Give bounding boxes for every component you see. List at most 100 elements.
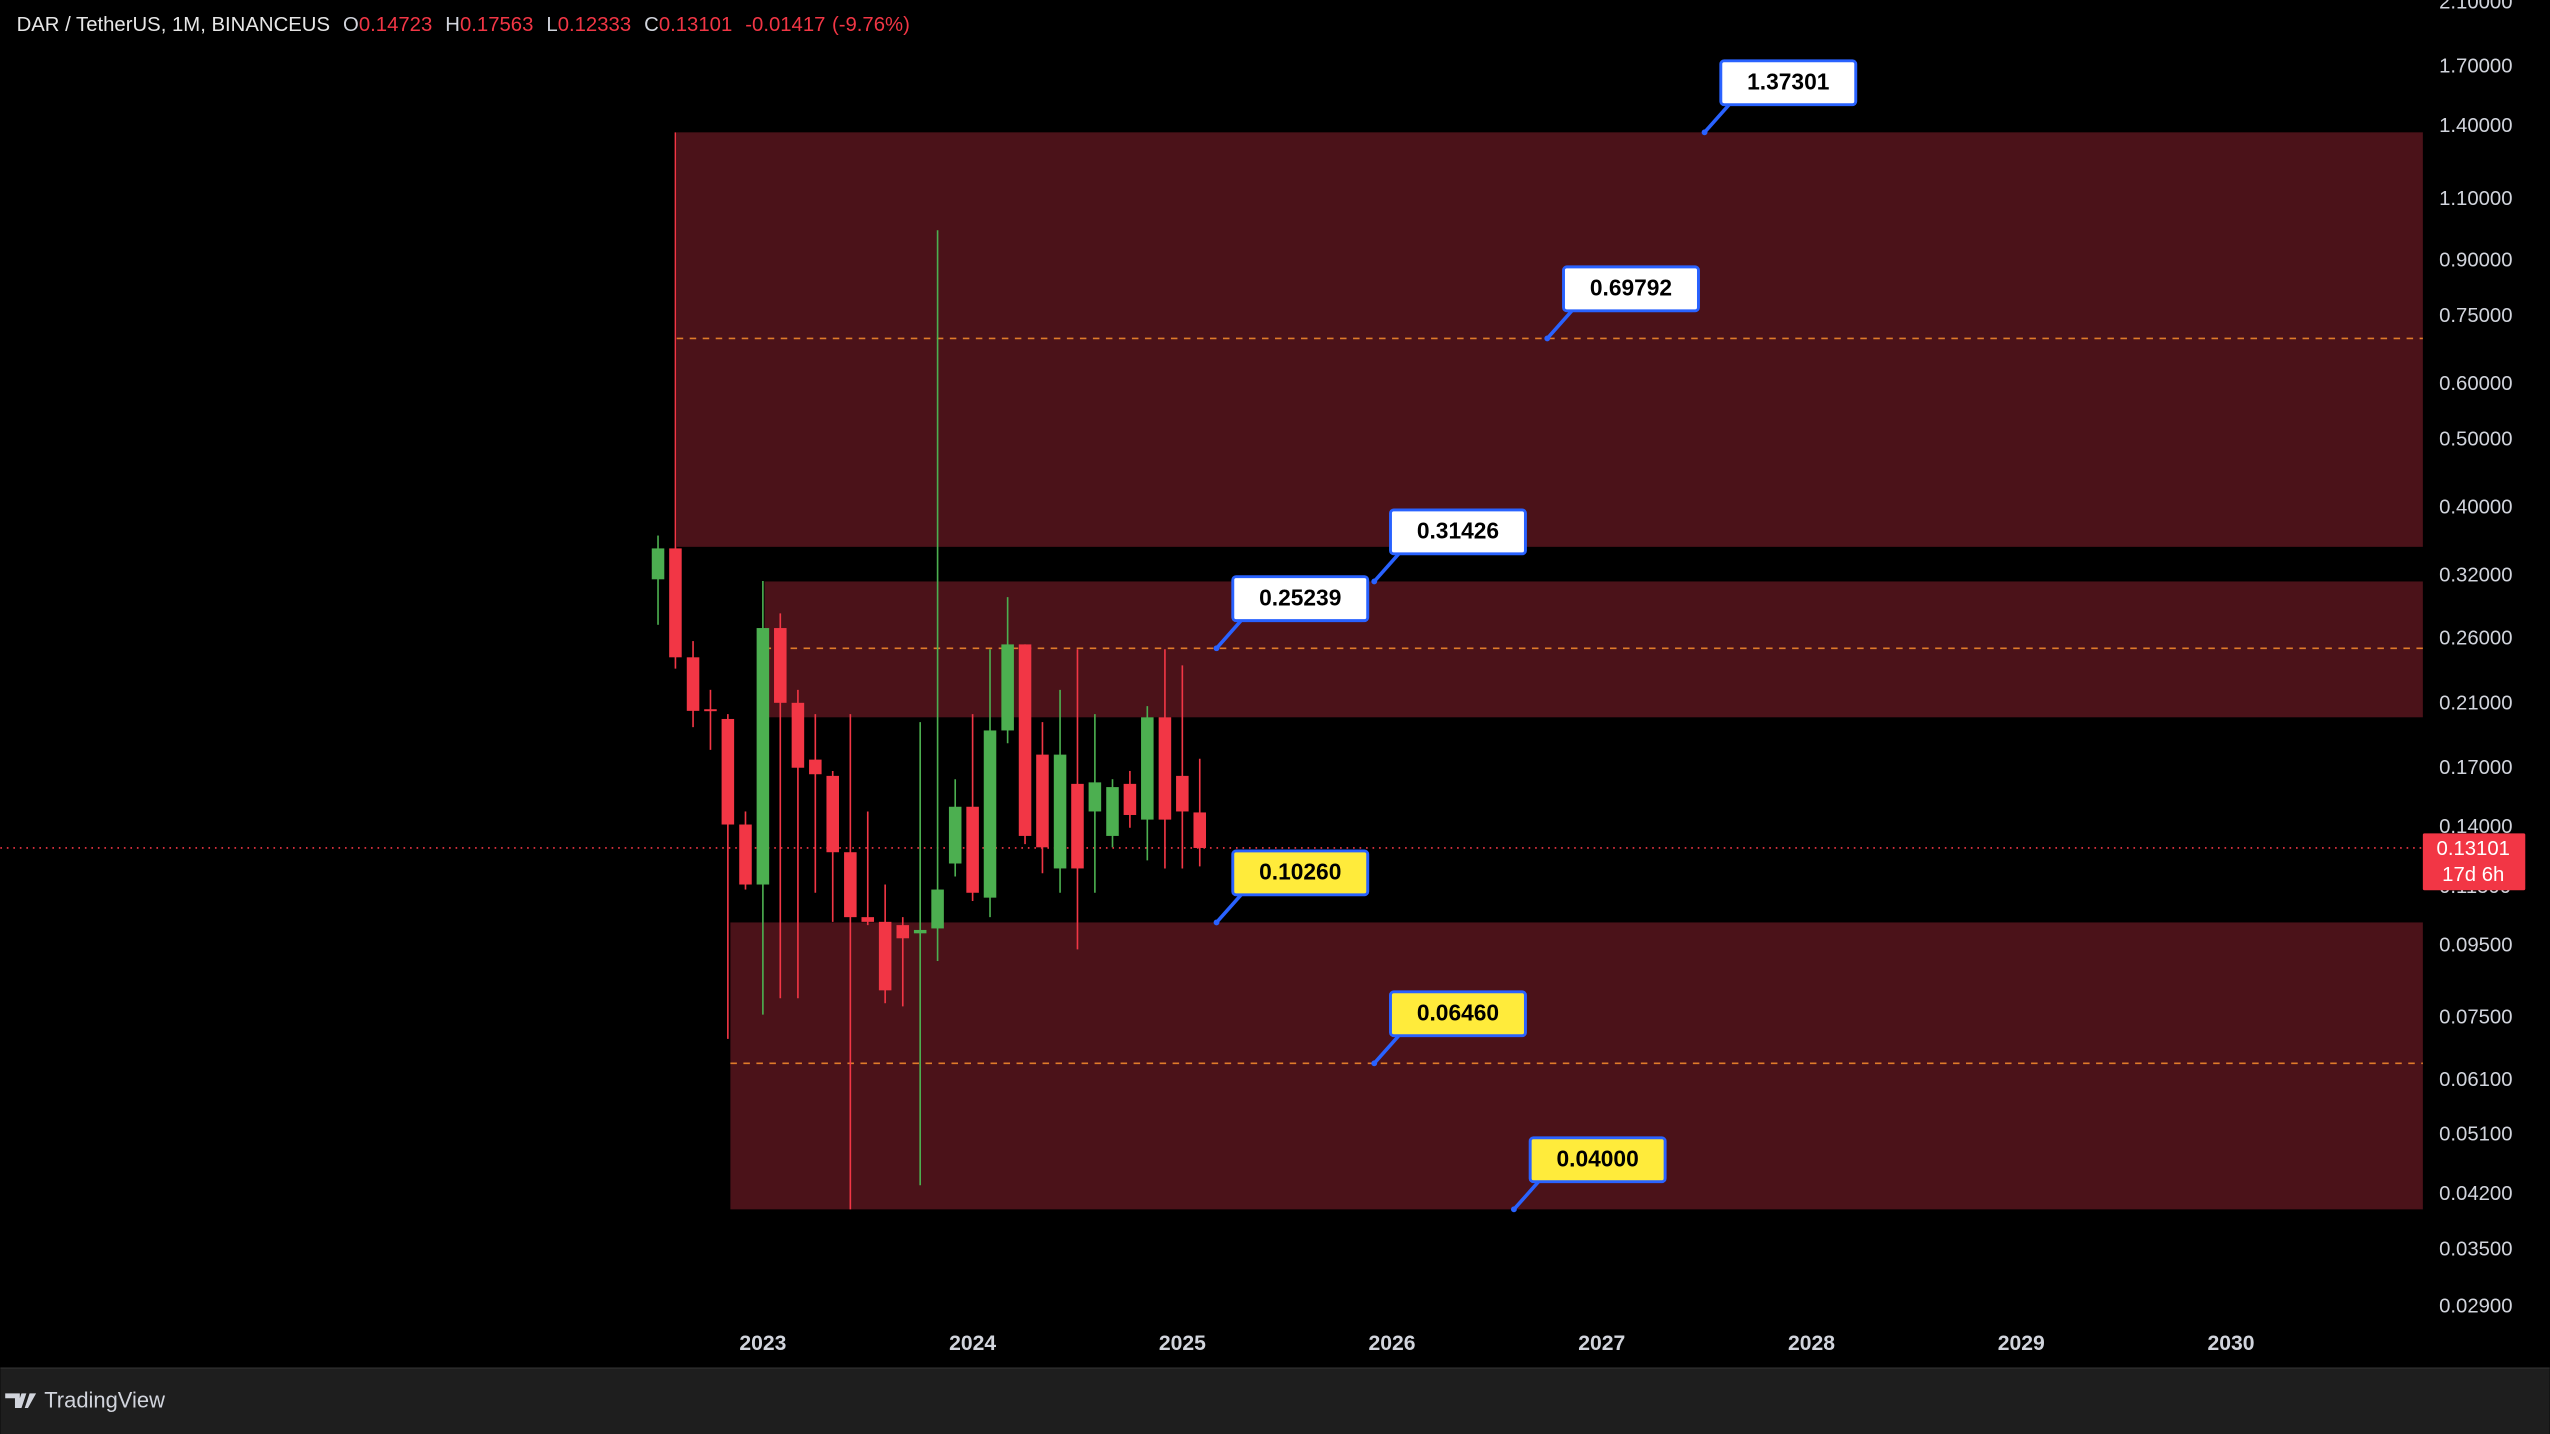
candle-body xyxy=(686,657,700,711)
callout-box xyxy=(1231,849,1370,897)
zones xyxy=(676,132,2423,1210)
candle-body xyxy=(983,730,997,898)
candles xyxy=(651,132,1207,1210)
candle-body xyxy=(896,925,910,939)
candle-body xyxy=(721,718,735,825)
y-tick-label: 0.04200 xyxy=(2439,1183,2512,1205)
candle-body xyxy=(1176,775,1189,812)
callout-box xyxy=(1389,990,1527,1038)
y-tick-label: 0.75000 xyxy=(2439,305,2512,327)
candle-body xyxy=(1018,644,1032,836)
callout-label: 0.06460 xyxy=(1417,1000,1499,1026)
candle-body xyxy=(739,824,752,885)
header-part: -0.01417 xyxy=(745,14,825,36)
y-tick-label: 1.40000 xyxy=(2439,115,2512,137)
y-tick-label: 0.26000 xyxy=(2439,628,2512,650)
callout-box xyxy=(1719,59,1858,107)
y-tick-label: 1.10000 xyxy=(2439,188,2512,210)
x-tick-label: 2026 xyxy=(1369,1332,1416,1355)
callout-box xyxy=(1562,265,1700,313)
callout-box xyxy=(1528,1136,1667,1184)
price-tag-countdown: 17d 6h xyxy=(2442,864,2504,886)
y-tick-label: 0.07500 xyxy=(2439,1006,2512,1028)
x-tick-label: 2027 xyxy=(1578,1332,1625,1355)
candle-body xyxy=(878,921,892,991)
candle-body xyxy=(861,917,875,922)
callout-anchor xyxy=(1510,1206,1517,1213)
callout-anchor xyxy=(1371,578,1378,585)
callout-pointer xyxy=(1512,1178,1542,1211)
y-tick-label: 0.17000 xyxy=(2439,757,2512,779)
x-tick-label: 2023 xyxy=(739,1332,786,1355)
x-tick-label: 2028 xyxy=(1788,1332,1835,1355)
y-tick-label: 0.21000 xyxy=(2439,693,2512,715)
candle-body xyxy=(1036,754,1049,848)
callout-label: 0.04000 xyxy=(1557,1146,1639,1172)
candle-body xyxy=(1141,717,1154,820)
callout-anchor xyxy=(1701,129,1708,136)
callout-pointer xyxy=(1372,551,1402,583)
price-tag-value: 0.13101 xyxy=(2437,838,2510,860)
y-tick-label: 0.50000 xyxy=(2439,428,2512,450)
candle-body xyxy=(966,806,979,893)
callout-label: 0.10260 xyxy=(1259,859,1341,885)
y-tick-label: 0.09500 xyxy=(2439,934,2512,956)
candle-body xyxy=(1193,812,1207,848)
candle-body xyxy=(669,548,682,658)
header-part: 0.12333 xyxy=(558,14,631,36)
header-part: H xyxy=(445,14,460,36)
callout-anchor xyxy=(1213,645,1220,652)
tradingview-logo: TradingView xyxy=(5,1387,165,1412)
candle-body xyxy=(913,929,927,934)
candle-body xyxy=(931,889,944,929)
price-tag xyxy=(2422,833,2526,891)
callout-pointer xyxy=(1215,617,1244,650)
logo-icon xyxy=(5,1393,37,1408)
x-tick-label: 2025 xyxy=(1159,1332,1206,1355)
y-tick-label: 0.06100 xyxy=(2439,1069,2512,1091)
level-labels: 1.37301 0.69792 0.31426 0.25239 0.10260 0.064… xyxy=(1213,59,1858,1213)
header-part: (-9.76%) xyxy=(832,14,910,36)
y-tick-label: 0.60000 xyxy=(2439,373,2512,395)
header-part: 0.13101 xyxy=(659,14,732,36)
candle-body xyxy=(809,759,822,775)
candle-body xyxy=(1123,783,1137,815)
callout-anchor xyxy=(1213,919,1220,926)
header: DAR / TetherUS, 1M, BINANCEUS O0.14723 H0.… xyxy=(17,14,910,36)
callout-anchor xyxy=(1371,1060,1378,1067)
candle-body xyxy=(704,709,717,712)
callout-label: 0.25239 xyxy=(1259,584,1341,610)
callout-pointer xyxy=(1372,1032,1402,1065)
candle-body xyxy=(844,852,857,918)
candle-body xyxy=(1001,644,1014,731)
header-part: L xyxy=(546,14,557,36)
candle-body xyxy=(1088,782,1102,812)
callout-anchor xyxy=(1544,335,1551,342)
callout-label: 1.37301 xyxy=(1747,69,1830,95)
header-part: O xyxy=(343,14,359,36)
callout-box xyxy=(1389,508,1527,556)
candle-body xyxy=(1106,787,1119,836)
callout-pointer xyxy=(1545,307,1575,340)
x-tick-label: 2024 xyxy=(949,1332,996,1355)
y-tick-label: 0.32000 xyxy=(2439,564,2512,586)
header-part: C xyxy=(644,14,659,36)
candle-body xyxy=(1053,754,1067,869)
y-tick-label: 2.10000 xyxy=(2439,0,2512,13)
y-tick-label: 0.03500 xyxy=(2439,1238,2512,1260)
y-tick-label: 0.14000 xyxy=(2439,816,2512,838)
candle-body xyxy=(826,775,839,853)
candle-body xyxy=(756,628,770,885)
y-tick-label: 1.70000 xyxy=(2439,56,2512,78)
candle-body xyxy=(1071,783,1084,869)
candle-body xyxy=(774,628,787,703)
footer-bar xyxy=(0,1368,2550,1434)
x-tick-label: 2029 xyxy=(1998,1332,2045,1355)
candle-body xyxy=(651,548,665,580)
header-part: 0.17563 xyxy=(460,14,533,36)
candle-body xyxy=(1158,717,1172,820)
callout-pointer xyxy=(1215,891,1244,924)
zone xyxy=(764,581,2423,718)
